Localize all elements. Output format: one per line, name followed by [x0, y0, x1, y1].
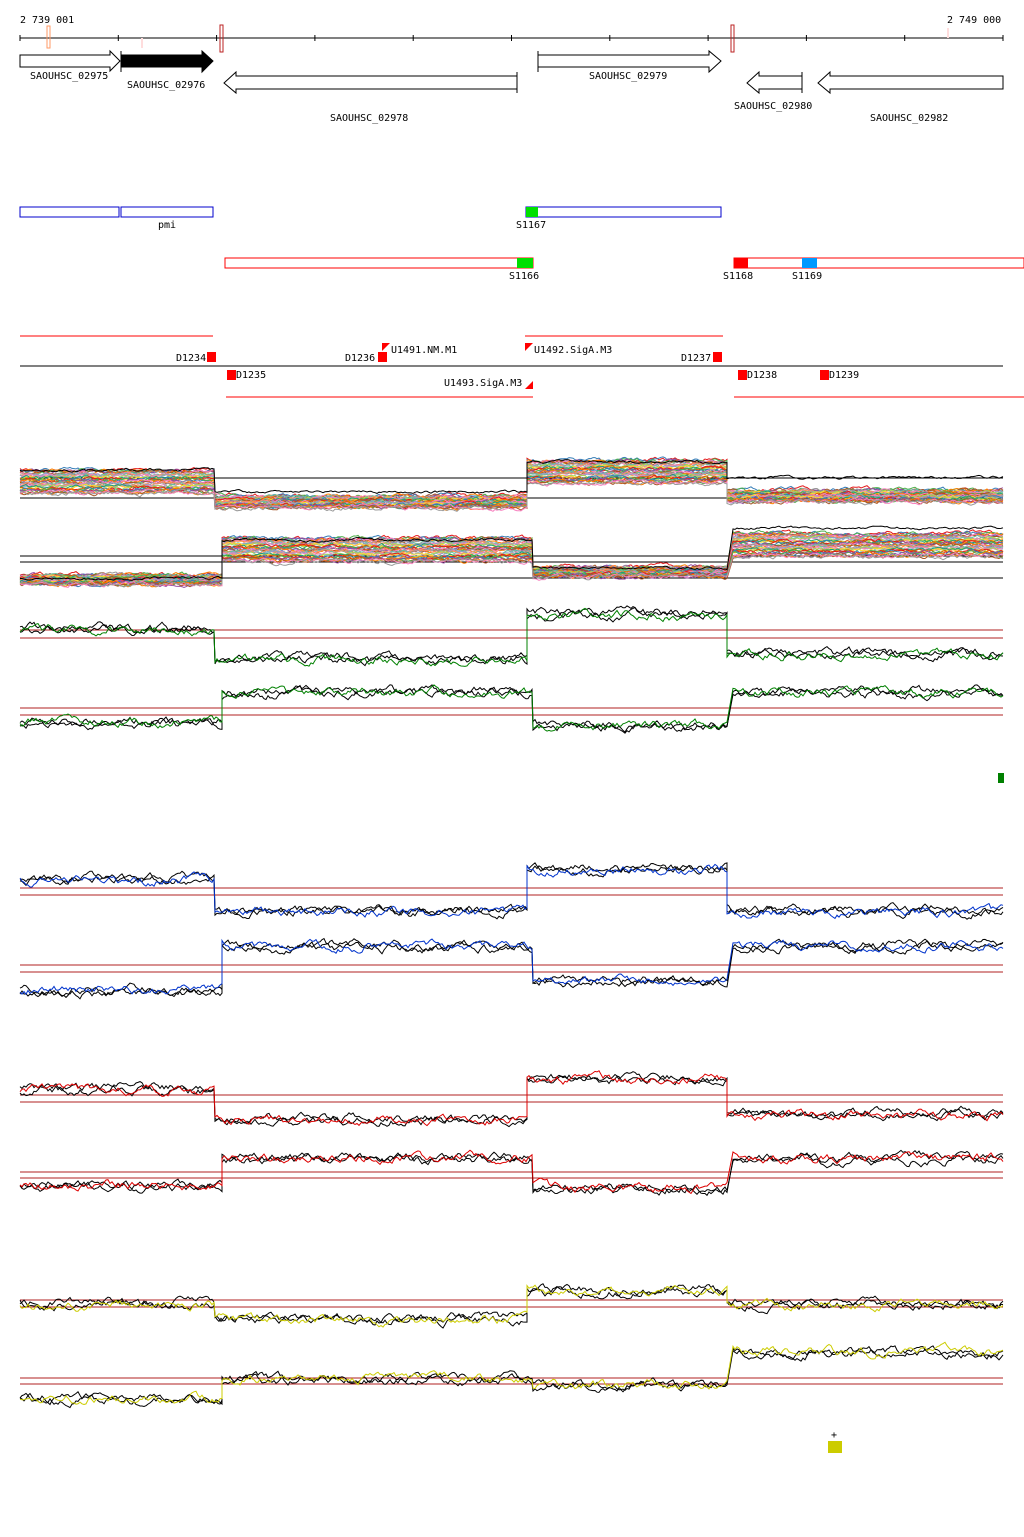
coordinate-axis: 2 739 001 2 749 000 — [19, 15, 1004, 53]
feature-label: D1239 — [829, 370, 859, 381]
site-label: S1166 — [509, 271, 539, 282]
expression-tracks — [19, 456, 1004, 1409]
svg-text:SAOUHSC_02975: SAOUHSC_02975 — [30, 71, 108, 82]
gene-SAOUHSC_02975[interactable]: SAOUHSC_02975 — [19, 49, 121, 82]
expression-line — [19, 684, 1004, 732]
expression-line — [20, 525, 1004, 581]
feature-track: D1234 D1235 D1236 U1491.NM.M1 U1492.SigA… — [20, 335, 1024, 398]
operon-box[interactable] — [525, 206, 722, 218]
expression-line — [19, 607, 1004, 667]
expression-line — [19, 938, 1004, 996]
feature-label: D1238 — [747, 370, 777, 381]
expression-line — [19, 605, 1004, 667]
expression-line — [19, 552, 1004, 588]
site-marker — [517, 258, 533, 268]
operon-minus-track: S1166 S1168 S1169 — [224, 257, 1024, 282]
operon-box[interactable] — [224, 257, 534, 269]
expression-line — [19, 606, 1004, 666]
expression-line — [19, 938, 1003, 1000]
expression-line — [19, 937, 1004, 999]
expression-line — [19, 1345, 1004, 1406]
expression-line — [19, 1345, 1004, 1409]
feature-label: D1237 — [681, 353, 711, 364]
gene-SAOUHSC_02976[interactable]: SAOUHSC_02976 — [120, 49, 214, 91]
expression-line — [19, 1070, 1004, 1127]
expression-line — [19, 459, 1004, 494]
operon-label: pmi — [158, 220, 176, 231]
marker-icon — [219, 24, 224, 53]
svg-text:SAOUHSC_02979: SAOUHSC_02979 — [589, 71, 667, 82]
axis-end-label: 2 749 000 — [947, 15, 1001, 26]
gene-SAOUHSC_02978[interactable]: SAOUHSC_02978 — [223, 70, 518, 124]
svg-text:SAOUHSC_02980: SAOUHSC_02980 — [734, 101, 812, 112]
site-marker — [526, 207, 538, 217]
site-marker — [802, 258, 817, 268]
site-label: S1168 — [723, 271, 753, 282]
svg-text:SAOUHSC_02978: SAOUHSC_02978 — [330, 113, 408, 124]
expression-line — [19, 863, 1004, 920]
site-label: S1167 — [516, 220, 546, 231]
expression-line — [19, 1283, 1004, 1325]
legend-plus-label: + — [831, 1430, 837, 1441]
expression-line — [19, 1149, 1004, 1197]
expression-line — [19, 1341, 1004, 1406]
feature-label: U1491.NM.M1 — [391, 345, 457, 356]
expression-line — [19, 862, 1004, 917]
expression-line — [19, 1073, 1004, 1125]
site-marker — [734, 258, 748, 268]
legend-swatch-yellow — [828, 1441, 842, 1453]
expression-line — [19, 459, 1004, 503]
feature-label: D1235 — [236, 370, 266, 381]
legend-swatch-green — [998, 773, 1004, 783]
svg-text:SAOUHSC_02982: SAOUHSC_02982 — [870, 113, 948, 124]
expression-line — [19, 469, 1004, 506]
expression-line — [19, 862, 1004, 920]
operon-box[interactable] — [19, 206, 120, 218]
gene-track: SAOUHSC_02975 SAOUHSC_02976 SAOUHSC_0297… — [19, 49, 1004, 124]
svg-text:SAOUHSC_02976: SAOUHSC_02976 — [127, 80, 205, 91]
feature-label: U1493.SigA.M3 — [444, 378, 522, 389]
gene-SAOUHSC_02980[interactable]: SAOUHSC_02980 — [734, 70, 812, 112]
expression-line — [19, 479, 1004, 512]
marker-icon — [141, 38, 143, 48]
axis-start-label: 2 739 001 — [20, 15, 74, 26]
gene-SAOUHSC_02982[interactable]: SAOUHSC_02982 — [817, 70, 1004, 124]
operon-box[interactable] — [120, 206, 214, 218]
expression-line — [19, 1071, 1004, 1128]
operon-box[interactable] — [733, 257, 1024, 269]
marker-icon — [947, 28, 949, 38]
site-label: S1169 — [792, 271, 822, 282]
marker-icon — [46, 25, 51, 49]
expression-line — [19, 684, 1003, 734]
feature-label: D1234 — [176, 353, 206, 364]
operon-plus-track: pmi S1167 — [19, 206, 722, 231]
expression-line — [19, 1149, 1004, 1195]
expression-line — [19, 553, 1004, 588]
feature-label: D1236 — [345, 353, 375, 364]
expression-line — [20, 548, 1004, 587]
gene-SAOUHSC_02979[interactable]: SAOUHSC_02979 — [537, 49, 722, 82]
expression-line — [19, 1284, 1004, 1328]
feature-label: U1492.SigA.M3 — [534, 345, 612, 356]
expression-line — [19, 479, 1004, 512]
marker-icon — [730, 24, 735, 53]
